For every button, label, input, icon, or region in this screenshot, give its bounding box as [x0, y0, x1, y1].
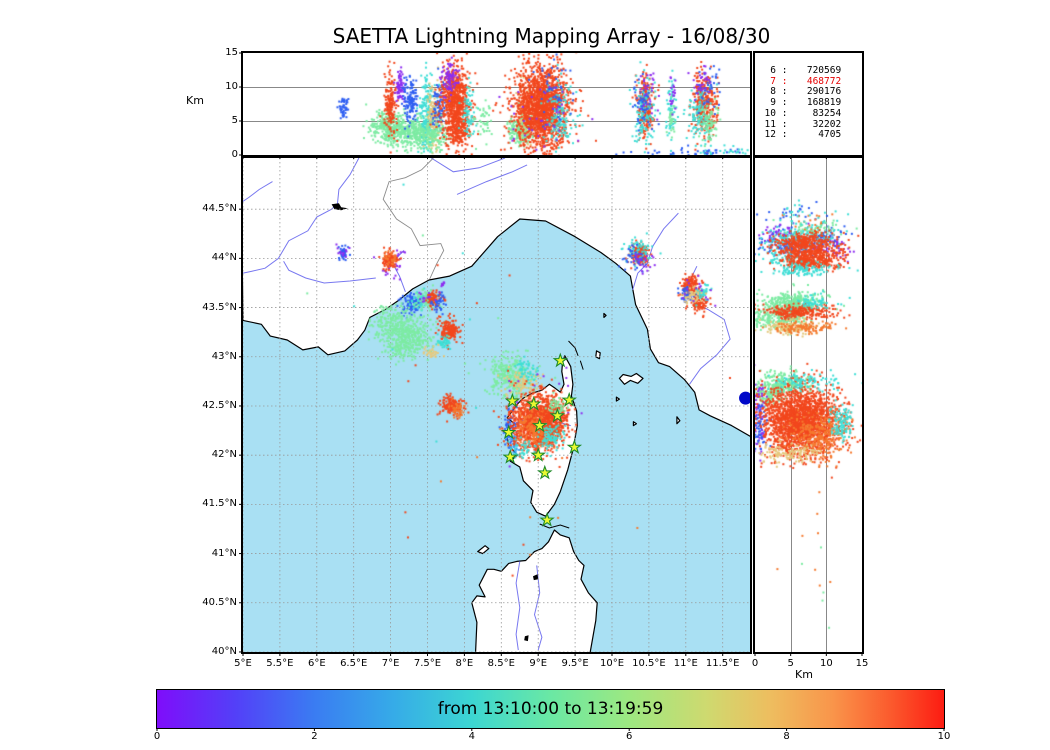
- source-count-row: 6 : 720569: [770, 65, 842, 76]
- colorbar-tick-label: 2: [311, 731, 318, 742]
- lma-station-star-marker: [561, 391, 577, 407]
- map-lon-tick-label: 6°E: [307, 658, 326, 669]
- top-panel-ytick-label: 10: [225, 81, 238, 92]
- map-lat-tick-label: 40.5°N: [202, 596, 237, 608]
- colorbar-tick-label: 10: [937, 731, 951, 742]
- map-lon-tick-label: 11.5°E: [705, 658, 740, 669]
- map-lon-tick-label: 10.5°E: [632, 658, 666, 669]
- lma-station-star-marker: [537, 464, 553, 480]
- source-count-row: 12 : 4705: [764, 129, 842, 141]
- altitude-latitude-panel: [753, 156, 864, 654]
- right-panel-xtick-label: 15: [855, 658, 869, 669]
- source-count-row: 10 : 83254: [764, 107, 842, 119]
- lma-station-star-marker: [530, 446, 546, 462]
- map-lat-tick-label: 43°N: [211, 350, 237, 362]
- top-panel-ytick-label: 15: [225, 47, 238, 58]
- time-colorbar: from 13:10:00 to 13:19:59: [156, 689, 945, 729]
- right-panel-xtick-label: 0: [751, 658, 759, 669]
- lma-station-star-marker: [552, 352, 569, 368]
- map-lon-tick-label: 8.5°E: [487, 658, 515, 669]
- map-lat-tick-label: 41.5°N: [202, 498, 237, 510]
- source-count-row: 11 : 32202: [764, 118, 842, 130]
- colorbar-tick-label: 6: [626, 731, 633, 742]
- map-panel: [241, 156, 752, 654]
- top-panel-km-axis-label: Km: [186, 94, 204, 107]
- map-lat-tick-label: 44.5°N: [202, 203, 237, 215]
- map-lat-tick-label: 43.5°N: [202, 301, 237, 313]
- map-lon-tick-label: 7°E: [381, 658, 400, 669]
- source-count-row: 7 : 468772: [770, 75, 842, 87]
- colorbar-tick-label: 0: [153, 731, 161, 742]
- right-panel-xtick-label: 5: [787, 658, 794, 669]
- lma-station-star-marker: [526, 395, 542, 411]
- map-lat-tick-label: 42.5°N: [202, 399, 237, 411]
- station-markers-layer: [500, 352, 750, 527]
- map-lat-tick-label: 44°N: [211, 252, 237, 264]
- figure-title: SAETTA Lightning Mapping Array - 16/08/3…: [332, 24, 771, 48]
- map-lon-tick-label: 9.5°E: [561, 658, 589, 669]
- map-lat-tick-label: 41°N: [211, 547, 237, 559]
- map-lon-tick-label: 11°E: [673, 658, 698, 669]
- map-lat-tick-label: 40°N: [211, 645, 237, 657]
- lma-station-star-marker: [500, 424, 517, 440]
- map-lon-tick-label: 6.5°E: [340, 658, 368, 669]
- colorbar-tick-label: 4: [468, 731, 475, 742]
- colorbar-label: from 13:10:00 to 13:19:59: [437, 699, 664, 719]
- altitude-longitude-panel: [241, 51, 752, 157]
- map-lon-tick-label: 5°E: [234, 658, 252, 669]
- colorbar-tick-label: 8: [783, 731, 790, 742]
- map-lon-tick-label: 9°E: [529, 658, 548, 669]
- map-scatter-canvas: [243, 158, 750, 652]
- map-lon-tick-label: 5.5°E: [266, 658, 294, 669]
- altitude-longitude-scatter-canvas: [243, 53, 750, 155]
- top-panel-ytick-label: 0: [231, 149, 238, 160]
- source-count-rows: 6 : 720569 7 : 468772 8 : 290176 9 : 168819…: [761, 65, 842, 141]
- right-panel-km-axis-label: Km: [795, 668, 813, 681]
- top-panel-ytick-label: 5: [231, 115, 238, 126]
- altitude-latitude-scatter-canvas: [755, 158, 862, 652]
- map-lon-tick-label: 10°E: [599, 658, 625, 669]
- lma-station-star-marker: [504, 392, 521, 408]
- lma-station-star-marker: [502, 448, 518, 464]
- source-count-row: 9 : 168819: [770, 97, 842, 109]
- lma-station-star-marker: [539, 511, 555, 527]
- city-dot-marker: [739, 391, 750, 405]
- lma-station-star-marker: [566, 439, 583, 454]
- lma-station-star-marker: [549, 407, 566, 423]
- source-count-row: 8 : 290176: [770, 86, 842, 98]
- map-lon-tick-label: 8°E: [455, 658, 474, 669]
- source-count-legend: 6 : 720569 7 : 468772 8 : 290176 9 : 168819…: [753, 51, 864, 157]
- lma-station-star-marker: [531, 417, 548, 433]
- right-panel-xtick-label: 10: [819, 658, 833, 669]
- map-lon-tick-label: 7.5°E: [413, 658, 442, 669]
- map-lat-tick-label: 42°N: [211, 449, 237, 461]
